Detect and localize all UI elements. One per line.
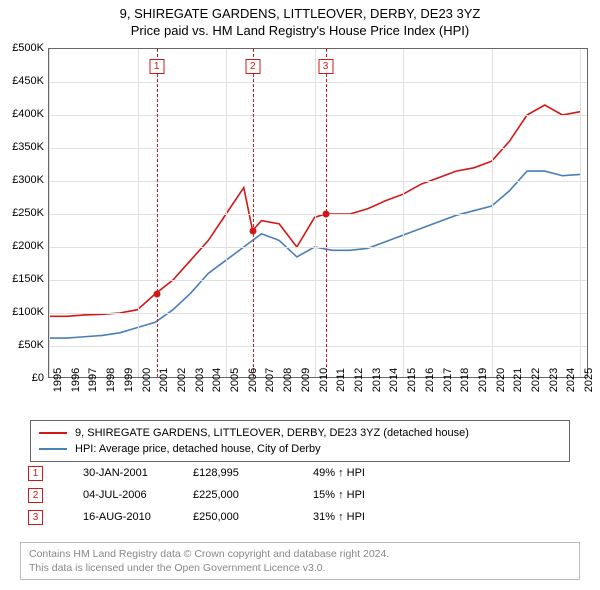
gridline-v: [580, 49, 581, 377]
xtick-label: 2000: [141, 368, 153, 392]
legend: 9, SHIREGATE GARDENS, LITTLEOVER, DERBY,…: [30, 420, 570, 462]
ytick-label: £0: [32, 372, 44, 384]
xtick-label: 2023: [548, 368, 560, 392]
ytick-label: £150K: [12, 273, 44, 285]
xtick-label: 2012: [353, 368, 365, 392]
title-subtitle: Price paid vs. HM Land Registry's House …: [0, 23, 600, 38]
xtick-label: 2024: [565, 368, 577, 392]
xtick-label: 2002: [176, 368, 188, 392]
ytick-label: £500K: [12, 42, 44, 54]
xtick-label: 2009: [300, 368, 312, 392]
sale-marker-dot: [153, 290, 160, 297]
gridline-v: [138, 49, 139, 377]
gridline-v: [492, 49, 493, 377]
xtick-label: 1999: [123, 368, 135, 392]
sale-pct: 15% ↑ HPI: [313, 489, 413, 501]
gridline-h: [49, 181, 587, 182]
xtick-label: 2021: [512, 368, 524, 392]
gridline-v: [226, 49, 227, 377]
footer-attribution: Contains HM Land Registry data © Crown c…: [20, 542, 580, 580]
xtick-label: 2014: [388, 368, 400, 392]
xtick-label: 2011: [335, 368, 347, 392]
gridline-h: [49, 313, 587, 314]
sale-marker-box: 1: [149, 59, 164, 74]
sale-vline: [253, 49, 254, 377]
sale-price: £225,000: [193, 489, 313, 501]
footer-line: This data is licensed under the Open Gov…: [29, 561, 571, 575]
gridline-v: [49, 49, 50, 377]
legend-item: 9, SHIREGATE GARDENS, LITTLEOVER, DERBY,…: [39, 425, 561, 441]
ytick-label: £350K: [12, 141, 44, 153]
sale-marker-dot: [322, 211, 329, 218]
legend-label: 9, SHIREGATE GARDENS, LITTLEOVER, DERBY,…: [75, 427, 469, 439]
xtick-label: 2020: [495, 368, 507, 392]
ytick-label: £200K: [12, 240, 44, 252]
chart-svg: [49, 49, 587, 377]
xtick-label: 2001: [158, 368, 170, 392]
gridline-h: [49, 214, 587, 215]
ytick-label: £250K: [12, 207, 44, 219]
legend-swatch: [39, 448, 67, 450]
xtick-label: 2022: [530, 368, 542, 392]
xtick-label: 2015: [406, 368, 418, 392]
sale-marker-box: 2: [28, 488, 43, 503]
gridline-h: [49, 148, 587, 149]
sales-table: 130-JAN-2001£128,99549% ↑ HPI204-JUL-200…: [20, 462, 580, 528]
sale-vline: [157, 49, 158, 377]
xtick-label: 2019: [477, 368, 489, 392]
xtick-label: 2008: [282, 368, 294, 392]
sale-marker-box: 1: [28, 466, 43, 481]
sales-row: 204-JUL-2006£225,00015% ↑ HPI: [20, 484, 580, 506]
ytick-label: £50K: [18, 339, 44, 351]
xtick-label: 1998: [105, 368, 117, 392]
sale-date: 04-JUL-2006: [43, 489, 193, 501]
xtick-label: 2004: [211, 368, 223, 392]
xtick-label: 2005: [229, 368, 241, 392]
legend-swatch: [39, 432, 67, 434]
sale-pct: 49% ↑ HPI: [313, 467, 413, 479]
legend-item: HPI: Average price, detached house, City…: [39, 441, 561, 457]
xtick-label: 2018: [459, 368, 471, 392]
xtick-label: 2025: [583, 368, 595, 392]
sale-marker-box: 2: [245, 59, 260, 74]
xtick-label: 2006: [247, 368, 259, 392]
sale-marker-dot: [249, 227, 256, 234]
sale-marker-box: 3: [28, 510, 43, 525]
gridline-h: [49, 280, 587, 281]
xtick-label: 2016: [424, 368, 436, 392]
sale-date: 30-JAN-2001: [43, 467, 193, 479]
xtick-label: 1995: [52, 368, 64, 392]
sales-row: 316-AUG-2010£250,00031% ↑ HPI: [20, 506, 580, 528]
footer-line: Contains HM Land Registry data © Crown c…: [29, 547, 571, 561]
ytick-label: £300K: [12, 174, 44, 186]
sale-marker-box: 3: [318, 59, 333, 74]
xtick-label: 2013: [371, 368, 383, 392]
xtick-label: 2003: [194, 368, 206, 392]
sale-pct: 31% ↑ HPI: [313, 511, 413, 523]
gridline-h: [49, 82, 587, 83]
sale-price: £250,000: [193, 511, 313, 523]
gridline-h: [49, 115, 587, 116]
sale-date: 16-AUG-2010: [43, 511, 193, 523]
chart-titles: 9, SHIREGATE GARDENS, LITTLEOVER, DERBY,…: [0, 0, 600, 38]
title-address: 9, SHIREGATE GARDENS, LITTLEOVER, DERBY,…: [0, 6, 600, 21]
xtick-label: 2007: [264, 368, 276, 392]
gridline-v: [315, 49, 316, 377]
xtick-label: 1997: [87, 368, 99, 392]
gridline-h: [49, 346, 587, 347]
sales-row: 130-JAN-2001£128,99549% ↑ HPI: [20, 462, 580, 484]
xtick-label: 2017: [442, 368, 454, 392]
gridline-v: [403, 49, 404, 377]
gridline-h: [49, 247, 587, 248]
xtick-label: 1996: [70, 368, 82, 392]
ytick-label: £100K: [12, 306, 44, 318]
xtick-label: 2010: [318, 368, 330, 392]
ytick-label: £450K: [12, 75, 44, 87]
sale-price: £128,995: [193, 467, 313, 479]
ytick-label: £400K: [12, 108, 44, 120]
chart-plot-area: 1 2 3: [48, 48, 588, 378]
legend-label: HPI: Average price, detached house, City…: [75, 443, 321, 455]
